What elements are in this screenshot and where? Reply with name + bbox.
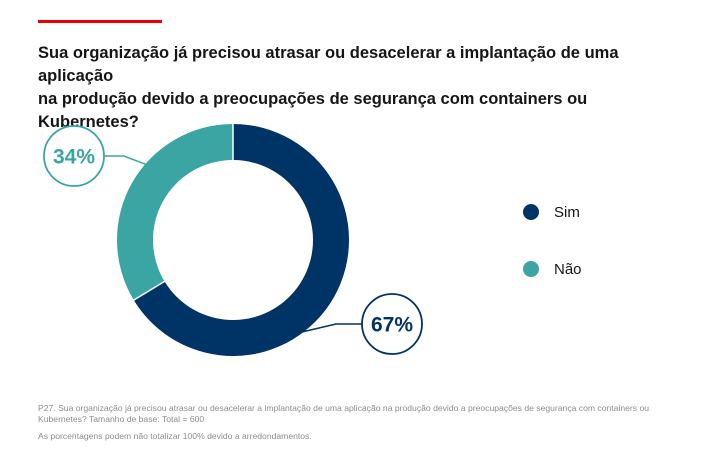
legend-swatch-sim xyxy=(523,204,539,220)
callout-circle-sim xyxy=(361,293,423,355)
donut-callouts: 67% 34% xyxy=(43,125,423,355)
legend-swatch-nao xyxy=(523,261,539,277)
footnote-question: P27. Sua organização já precisou atrasar… xyxy=(38,403,650,424)
callout-circle-nao xyxy=(43,125,105,187)
legend: Sim Não xyxy=(523,200,582,314)
donut-slice-sim xyxy=(133,124,349,357)
data-label-nao: 34% xyxy=(53,146,95,169)
legend-item-sim: Sim xyxy=(523,200,582,224)
donut-slices xyxy=(117,123,349,357)
footnote-rounding-note: As porcentagens podem não totalizar 100%… xyxy=(38,431,312,441)
footnote: P27. Sua organização já precisou atrasar… xyxy=(38,403,678,442)
chart-title-line-1: Sua organização já precisou atrasar ou d… xyxy=(38,44,619,85)
callout-leader-nao xyxy=(104,155,152,168)
legend-label-nao: Não xyxy=(554,260,582,278)
chart-title: Sua organização já precisou atrasar ou d… xyxy=(38,42,678,134)
chart-title-line-2: na produção devido a preocupações de seg… xyxy=(38,90,588,131)
accent-bar xyxy=(38,20,162,23)
legend-label-sim: Sim xyxy=(554,203,580,221)
callout-leader-sim xyxy=(287,323,362,336)
data-label-sim: 67% xyxy=(371,314,413,337)
donut-slice-nao xyxy=(117,124,233,301)
legend-item-nao: Não xyxy=(523,257,582,281)
slice-separator-1 xyxy=(132,280,166,302)
